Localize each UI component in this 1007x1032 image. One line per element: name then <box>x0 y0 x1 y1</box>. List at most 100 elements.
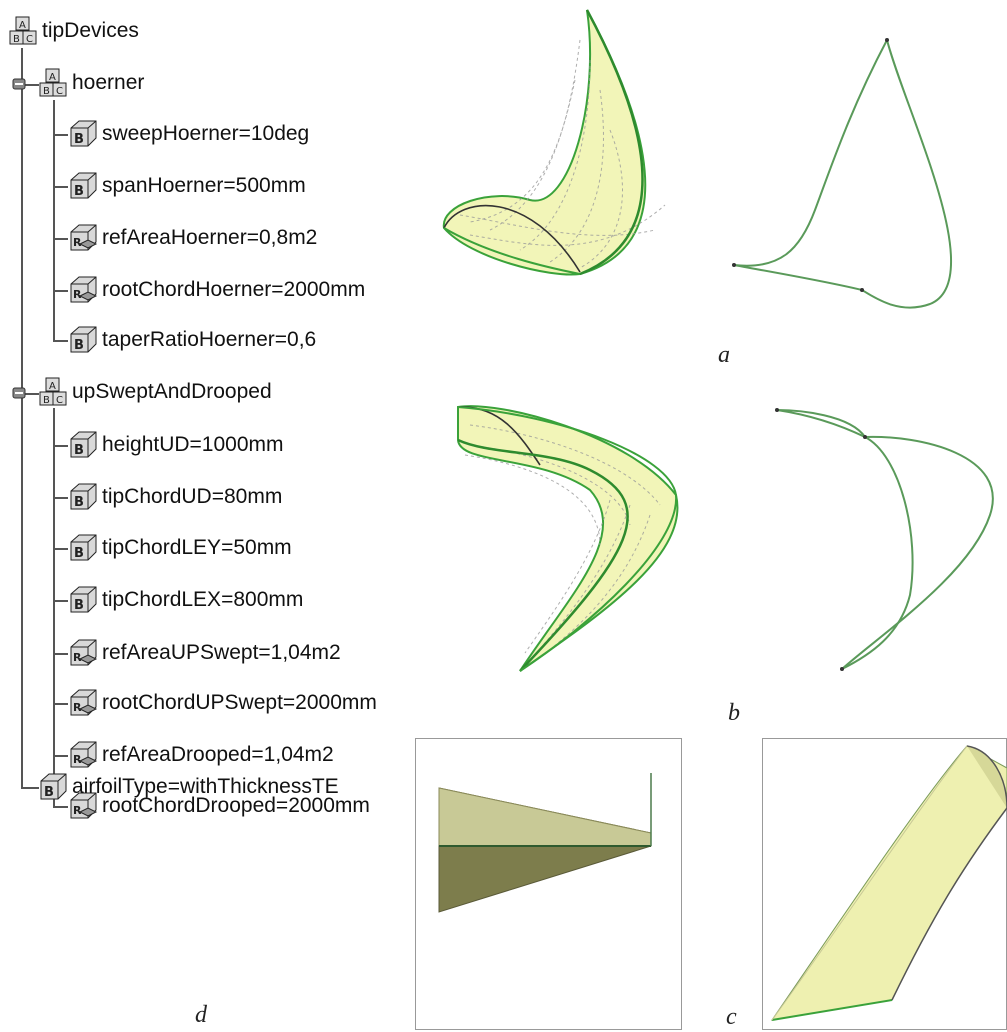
svg-text:A: A <box>49 381 56 392</box>
solid-perspective-view-c <box>762 738 1007 1030</box>
parameter-label: rootChordUPSwept=2000mm <box>102 691 377 714</box>
tree-connector-hoerner <box>21 84 39 86</box>
svg-text:B: B <box>43 395 50 406</box>
tree-connector <box>53 340 68 342</box>
parameter-label: tipChordLEY=50mm <box>102 536 292 559</box>
parameter-label: airfoilType=withThicknessTE <box>72 775 339 798</box>
svg-text:C: C <box>56 395 63 406</box>
tree-connector <box>53 290 68 292</box>
parameter-label: refAreaDrooped=1,04m2 <box>102 743 334 766</box>
tree-connector-upswept-children <box>53 408 55 807</box>
svg-text:C: C <box>56 86 63 97</box>
tree-item-airfoil-type[interactable]: B airfoilType=withThicknessTE <box>38 772 339 802</box>
parameter-label: refAreaHoerner=0,8m2 <box>102 226 318 249</box>
parameter-icon: B <box>70 326 97 353</box>
svg-text:B: B <box>74 184 84 199</box>
tree-node-upswept[interactable]: A B C upSweptAndDrooped <box>38 377 272 407</box>
tree-connector <box>53 445 68 447</box>
svg-text:B: B <box>74 546 84 561</box>
tree-node-label: hoerner <box>72 71 145 94</box>
parameter-label: refAreaUPSwept=1,04m2 <box>102 641 341 664</box>
tree-item-height-ud[interactable]: B heightUD=1000mm <box>68 430 284 460</box>
parameter-icon: B <box>70 431 97 458</box>
tree-item-rootchord-hoerner[interactable]: R rootChordHoerner=2000mm <box>68 275 365 305</box>
tree-connector-root <box>21 48 23 788</box>
parameter-label: tipChordLEX=800mm <box>102 588 304 611</box>
caption-d: d <box>195 1002 207 1028</box>
hoerner-wireframe-view <box>732 38 953 309</box>
hoerner-surface-view <box>442 9 666 276</box>
parameter-icon: B <box>70 172 97 199</box>
svg-text:B: B <box>74 443 84 458</box>
svg-text:R: R <box>73 753 82 766</box>
svg-text:B: B <box>74 338 84 353</box>
svg-text:R: R <box>73 651 82 664</box>
tree-connector <box>53 497 68 499</box>
tree-item-span-hoerner[interactable]: B spanHoerner=500mm <box>68 171 306 201</box>
tree-node-label: tipDevices <box>42 19 139 42</box>
tree-node-label: upSweptAndDrooped <box>72 380 272 403</box>
parameter-label: rootChordDrooped=2000mm <box>102 794 370 817</box>
collapse-toggle-hoerner[interactable] <box>12 77 26 91</box>
caption-c: c <box>726 1004 737 1030</box>
tree-item-rootchord-drooped[interactable]: R rootChordDrooped=2000mm <box>68 791 370 821</box>
tree-connector <box>53 653 68 655</box>
tree-connector <box>53 600 68 602</box>
tree-connector <box>53 548 68 550</box>
tree-connector <box>53 238 68 240</box>
tree-item-sweep-hoerner[interactable]: B sweepHoerner=10deg <box>68 119 309 149</box>
tree-item-refarea-hoerner[interactable]: R refAreaHoerner=0,8m2 <box>68 223 317 253</box>
tree-item-refarea-upswept[interactable]: R refAreaUPSwept=1,04m2 <box>68 638 341 668</box>
tree-item-tipchord-ud[interactable]: B tipChordUD=80mm <box>68 482 282 512</box>
caption-b: b <box>728 700 740 726</box>
parameter-icon: B <box>70 586 97 613</box>
upswept-surface-view <box>457 405 679 672</box>
tree-item-tipchord-ley[interactable]: B tipChordLEY=50mm <box>68 533 292 563</box>
formula-parameter-icon: R <box>70 276 98 303</box>
parameter-set-icon: A B C <box>39 377 67 406</box>
tree-node-root[interactable]: A B C tipDevices <box>8 16 139 46</box>
svg-text:A: A <box>19 20 26 31</box>
svg-text:B: B <box>74 495 84 510</box>
tree-item-taperratio-hoerner[interactable]: B taperRatioHoerner=0,6 <box>68 325 316 355</box>
collapse-toggle-upswept[interactable] <box>12 386 26 400</box>
svg-text:B: B <box>74 132 84 147</box>
tree-connector <box>53 186 68 188</box>
formula-parameter-icon: R <box>70 689 98 716</box>
parameter-label: heightUD=1000mm <box>102 433 284 456</box>
formula-parameter-icon: R <box>70 639 98 666</box>
svg-text:B: B <box>44 785 54 800</box>
parameter-label: spanHoerner=500mm <box>102 174 306 197</box>
tree-connector <box>53 806 68 808</box>
formula-parameter-icon: R <box>70 792 98 819</box>
parameter-icon: B <box>70 534 97 561</box>
svg-text:R: R <box>73 701 82 714</box>
formula-parameter-icon: R <box>70 224 98 251</box>
parameter-tree: A B C tipDevices A B C hoerner B sweepHo… <box>0 0 430 900</box>
tree-connector <box>53 134 68 136</box>
svg-text:R: R <box>73 804 82 817</box>
svg-text:A: A <box>49 72 56 83</box>
svg-text:B: B <box>13 34 20 45</box>
solid-side-view-d <box>415 738 682 1030</box>
tree-item-tipchord-lex[interactable]: B tipChordLEX=800mm <box>68 585 303 615</box>
tree-connector-upswept <box>21 393 39 395</box>
svg-text:B: B <box>43 86 50 97</box>
svg-text:C: C <box>26 34 33 45</box>
tree-connector <box>53 755 68 757</box>
tree-connector-airfoil <box>21 787 39 789</box>
parameter-set-icon: A B C <box>9 16 37 45</box>
tree-item-refarea-drooped[interactable]: R refAreaDrooped=1,04m2 <box>68 740 334 770</box>
parameter-icon: B <box>70 120 97 147</box>
svg-text:B: B <box>74 598 84 613</box>
parameter-set-icon: A B C <box>39 68 67 97</box>
tree-item-rootchord-upswept[interactable]: R rootChordUPSwept=2000mm <box>68 688 377 718</box>
parameter-icon: B <box>70 483 97 510</box>
caption-a: a <box>718 342 730 368</box>
tree-node-hoerner[interactable]: A B C hoerner <box>38 68 144 98</box>
tree-connector-hoerner-children <box>53 100 55 341</box>
parameter-icon: B <box>40 773 67 800</box>
svg-text:R: R <box>73 236 82 249</box>
parameter-label: taperRatioHoerner=0,6 <box>102 328 317 351</box>
parameter-label: rootChordHoerner=2000mm <box>102 278 366 301</box>
